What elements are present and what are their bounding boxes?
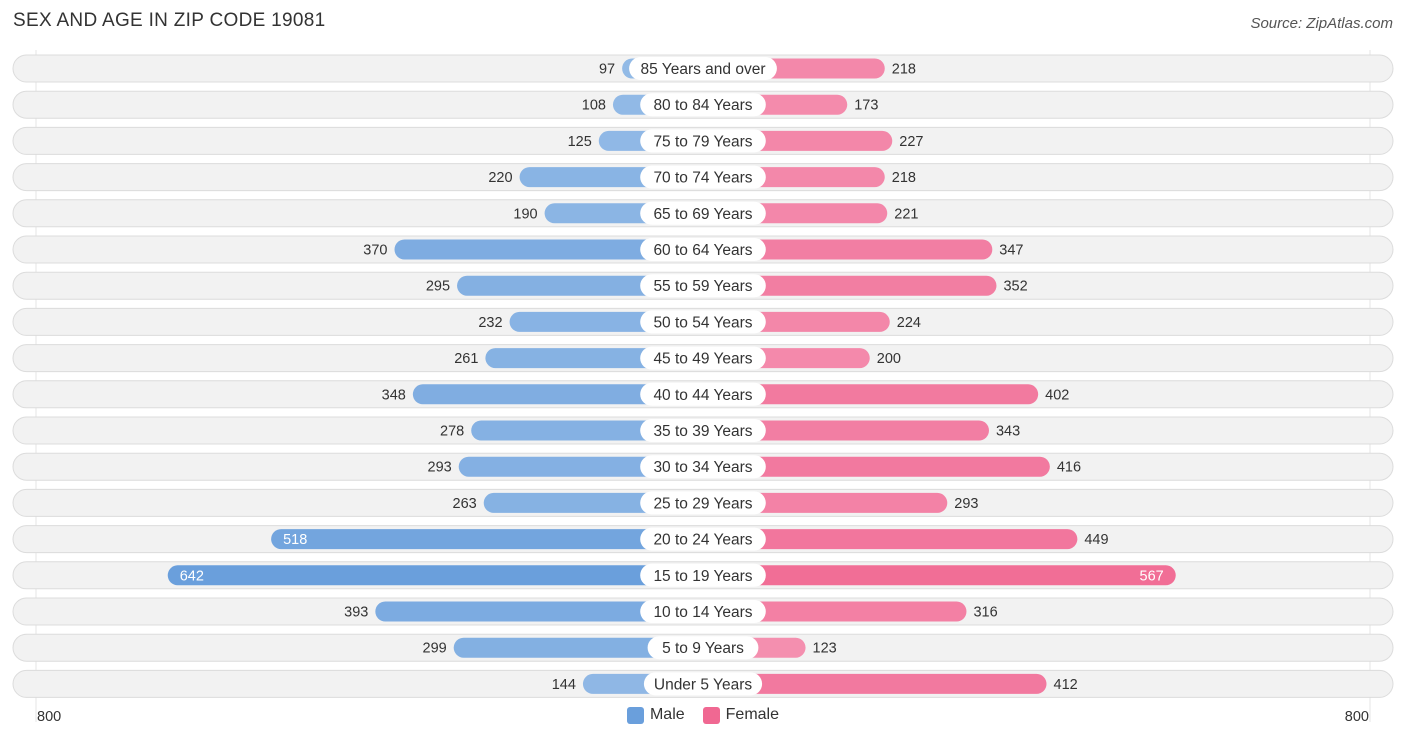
female-value-label: 218 <box>892 170 916 186</box>
category-label: 15 to 19 Years <box>653 568 752 585</box>
category-label: 35 to 39 Years <box>653 423 752 440</box>
male-bar <box>412 384 703 405</box>
male-value-label: 97 <box>599 62 615 78</box>
male-value-label: 299 <box>423 641 447 657</box>
category-pill <box>640 455 766 479</box>
female-value-label: 316 <box>973 605 997 621</box>
axis-label-left: 800 <box>37 709 61 725</box>
chart-source: Source: ZipAtlas.com <box>1250 15 1393 32</box>
category-pill <box>640 165 766 189</box>
category-pill <box>640 310 766 334</box>
female-value-label: 227 <box>899 134 923 150</box>
male-value-label: 278 <box>440 424 464 440</box>
male-value-label: 220 <box>488 170 512 186</box>
female-value-label: 293 <box>954 496 978 512</box>
male-value-label: 190 <box>513 206 537 222</box>
category-pill <box>640 93 766 117</box>
female-bar <box>703 529 1078 550</box>
female-bar <box>703 239 993 260</box>
chart-title: SEX AND AGE IN ZIP CODE 19081 <box>13 10 326 31</box>
male-bar <box>375 601 703 622</box>
female-value-label: 343 <box>996 424 1020 440</box>
legend-label-male: Male <box>649 706 685 723</box>
category-label: 70 to 74 Years <box>653 170 752 187</box>
legend-swatch-female <box>702 706 720 724</box>
category-pill <box>640 382 766 406</box>
category-pill <box>629 57 777 80</box>
category-pill <box>643 672 763 696</box>
category-label: 20 to 24 Years <box>653 532 752 549</box>
category-label: 75 to 79 Years <box>653 133 752 150</box>
male-value-label: 348 <box>382 387 406 403</box>
female-bar <box>703 384 1039 405</box>
axis-label-right: 800 <box>1345 709 1369 725</box>
female-value-label: 218 <box>892 62 916 78</box>
male-value-label: 518 <box>283 532 307 548</box>
female-value-label: 449 <box>1084 532 1108 548</box>
female-value-label: 173 <box>854 98 878 114</box>
female-bar <box>703 456 1050 477</box>
female-bar <box>703 565 1176 586</box>
female-value-label: 567 <box>1140 568 1164 584</box>
category-pill <box>640 274 766 298</box>
category-label: 5 to 9 Years <box>662 640 744 657</box>
category-pill <box>640 346 766 370</box>
category-label: Under 5 Years <box>654 676 752 693</box>
legend-item-male[interactable]: Male <box>626 706 685 724</box>
category-label: 40 to 44 Years <box>653 387 752 404</box>
female-value-label: 123 <box>813 641 837 657</box>
category-label: 80 to 84 Years <box>653 97 752 114</box>
legend-item-female[interactable]: Female <box>702 706 780 724</box>
male-value-label: 144 <box>552 677 576 693</box>
male-value-label: 293 <box>428 460 452 476</box>
female-bar <box>703 601 967 622</box>
female-value-label: 352 <box>1003 279 1027 295</box>
legend-swatch-male <box>626 706 644 724</box>
legend-label-female: Female <box>725 706 780 723</box>
category-pill <box>640 129 766 153</box>
male-bar <box>271 529 703 550</box>
female-bar <box>703 420 989 441</box>
category-label: 10 to 14 Years <box>653 604 752 621</box>
category-pill <box>640 201 766 225</box>
male-value-label: 393 <box>344 605 368 621</box>
male-value-label: 125 <box>568 134 592 150</box>
male-bar <box>453 637 703 658</box>
male-bar <box>394 239 703 260</box>
male-value-label: 108 <box>582 98 606 114</box>
category-label: 65 to 69 Years <box>653 206 752 223</box>
female-value-label: 416 <box>1057 460 1081 476</box>
male-value-label: 261 <box>454 351 478 367</box>
male-value-label: 295 <box>426 279 450 295</box>
category-pill <box>640 238 766 261</box>
female-value-label: 402 <box>1045 387 1069 403</box>
category-pill <box>640 419 766 442</box>
female-value-label: 347 <box>999 243 1023 259</box>
category-label: 50 to 54 Years <box>653 314 752 331</box>
female-value-label: 412 <box>1054 677 1078 693</box>
category-label: 60 to 64 Years <box>653 242 752 259</box>
category-pill <box>640 563 766 587</box>
male-value-label: 642 <box>180 568 204 584</box>
female-value-label: 224 <box>897 315 921 331</box>
female-bar <box>703 673 1047 694</box>
male-bar <box>167 565 704 586</box>
chart-legend: Male Female <box>0 706 1406 724</box>
female-value-label: 221 <box>894 206 918 222</box>
category-label: 45 to 49 Years <box>653 351 752 368</box>
category-label: 85 Years and over <box>641 61 766 78</box>
category-pill <box>640 491 766 515</box>
category-pill <box>647 636 759 660</box>
male-value-label: 370 <box>363 243 387 259</box>
category-label: 30 to 34 Years <box>653 459 752 476</box>
category-pill <box>640 600 766 623</box>
male-value-label: 263 <box>453 496 477 512</box>
category-pill <box>640 527 766 551</box>
category-label: 25 to 29 Years <box>653 495 752 512</box>
male-value-label: 232 <box>478 315 502 331</box>
female-value-label: 200 <box>877 351 901 367</box>
female-bar <box>703 275 997 296</box>
category-label: 55 to 59 Years <box>653 278 752 295</box>
